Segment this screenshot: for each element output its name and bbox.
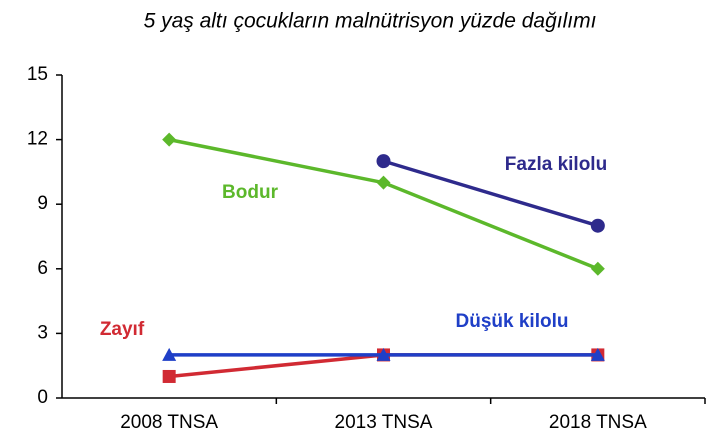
y-tick-label: 6 [37,258,48,279]
x-tick-label: 2008 TNSA [120,412,218,433]
y-tick-label: 9 [37,193,48,214]
chart-title: 5 yaş altı çocukların malnütrisyon yüzde… [144,10,597,33]
series-label: Düşük kilolu [456,311,569,332]
series-label: Bodur [222,182,279,203]
marker [162,347,177,361]
series-line [382,159,599,228]
marker [162,369,176,383]
marker [376,347,391,361]
marker [162,132,177,147]
marker [376,154,391,169]
marker [590,347,605,361]
x-tick-label: 2018 TNSA [549,412,647,433]
marker [590,261,605,276]
y-tick-label: 3 [37,322,48,343]
marker [376,175,391,190]
x-tick-label: 2013 TNSA [335,412,433,433]
series-label: Fazla kilolu [505,154,607,175]
y-tick-label: 12 [27,129,48,150]
y-tick-label: 15 [27,64,48,85]
y-tick-label: 0 [37,387,48,408]
marker [590,218,605,233]
series-label: Zayıf [100,319,145,340]
